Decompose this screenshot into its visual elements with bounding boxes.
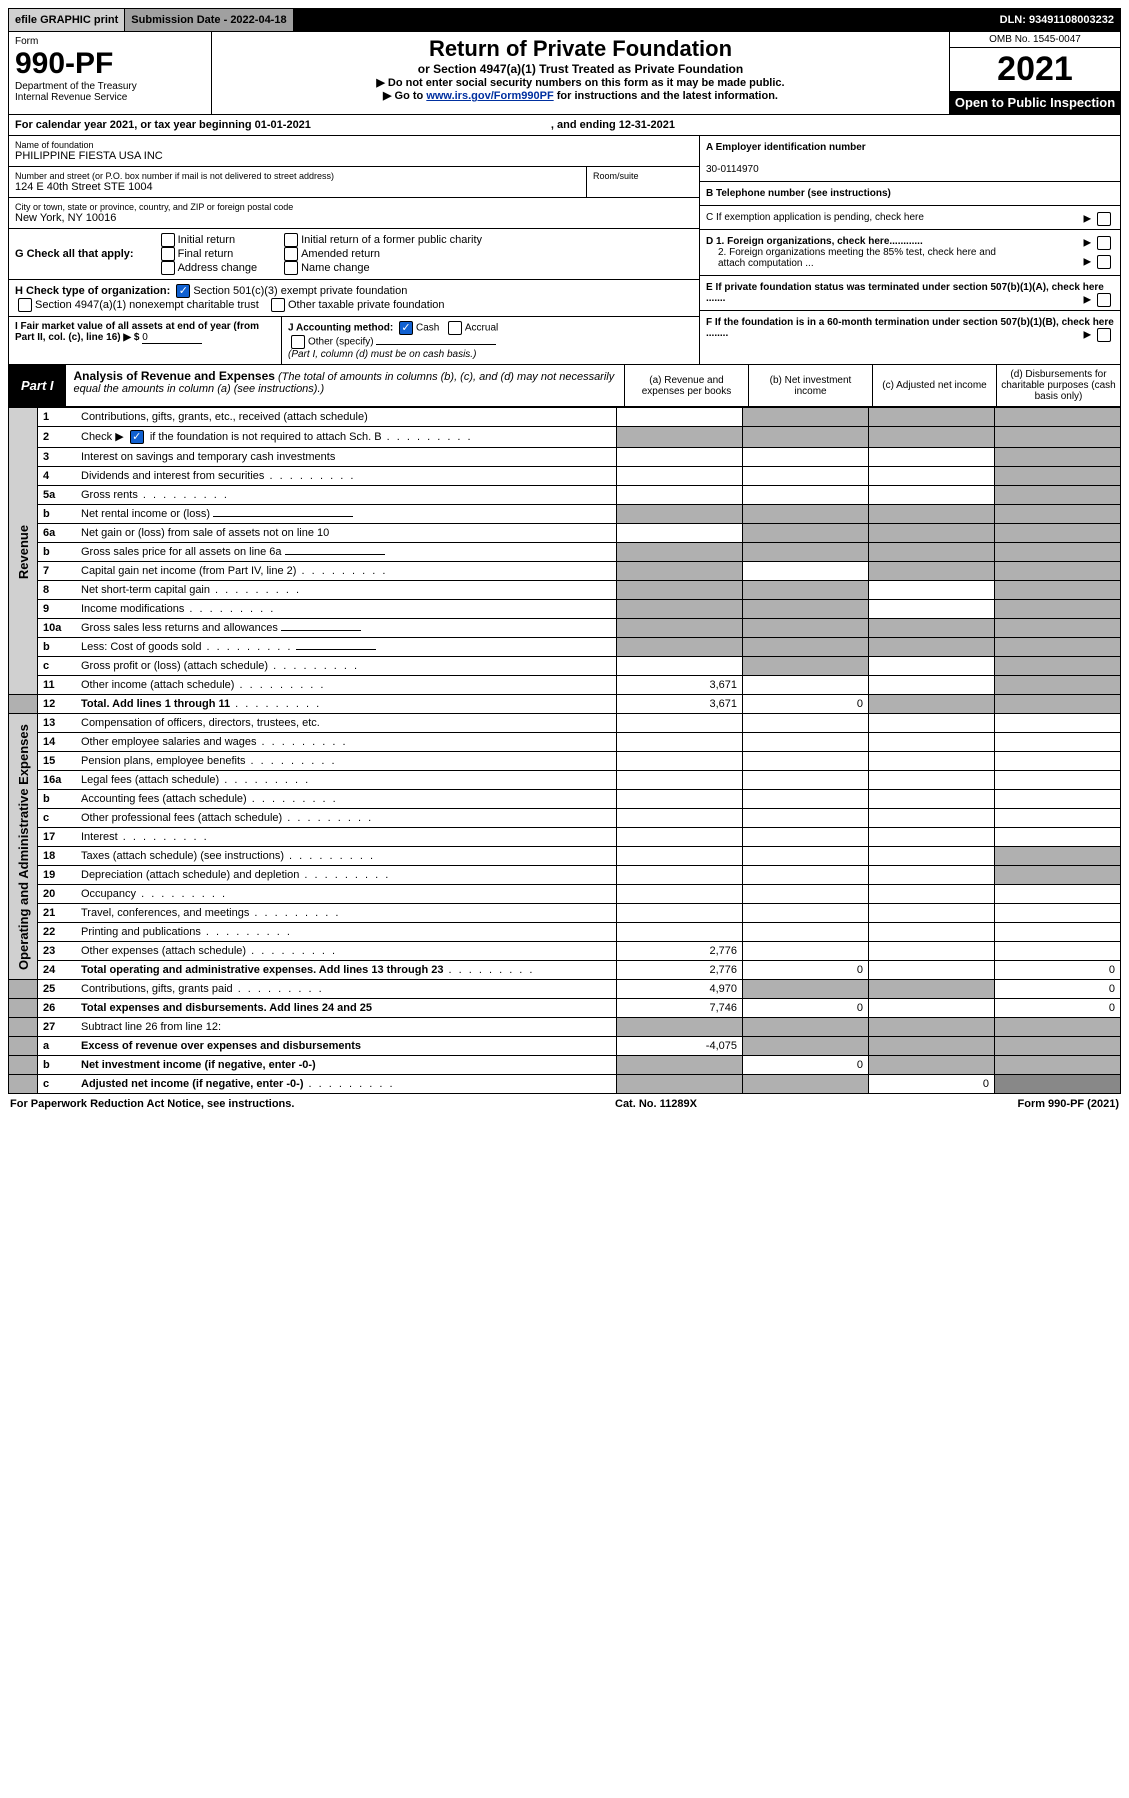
d1-label: D 1. Foreign organizations, check here..… (706, 236, 923, 247)
c-checkbox[interactable] (1097, 212, 1111, 226)
addr-label: Number and street (or P.O. box number if… (15, 171, 580, 181)
open-public: Open to Public Inspection (950, 91, 1120, 114)
d2-checkbox[interactable] (1097, 255, 1111, 269)
g-final-checkbox[interactable] (161, 247, 175, 261)
part1-table: Revenue 1Contributions, gifts, grants, e… (8, 407, 1121, 1094)
room-label: Room/suite (593, 171, 693, 181)
expenses-side-label: Operating and Administrative Expenses (9, 714, 38, 980)
section-g: G Check all that apply: Initial return F… (9, 229, 699, 280)
ein-label: A Employer identification number (706, 142, 866, 153)
footer-left: For Paperwork Reduction Act Notice, see … (10, 1098, 294, 1110)
page-footer: For Paperwork Reduction Act Notice, see … (8, 1094, 1121, 1114)
top-bar: efile GRAPHIC print Submission Date - 20… (8, 8, 1121, 32)
j-other-checkbox[interactable] (291, 335, 305, 349)
irs-label: Internal Revenue Service (15, 92, 205, 103)
address: 124 E 40th Street STE 1004 (15, 181, 580, 193)
form-title: Return of Private Foundation (220, 36, 941, 62)
footer-mid: Cat. No. 11289X (615, 1098, 697, 1110)
g-former-checkbox[interactable] (284, 233, 298, 247)
e-checkbox[interactable] (1097, 293, 1111, 307)
tax-year: 2021 (950, 48, 1120, 91)
omb-number: OMB No. 1545-0047 (950, 32, 1120, 48)
form-label: Form (15, 36, 205, 47)
calendar-year-row: For calendar year 2021, or tax year begi… (8, 115, 1121, 136)
instr-1: ▶ Do not enter social security numbers o… (220, 76, 941, 89)
h-other-checkbox[interactable] (271, 298, 285, 312)
c-label: C If exemption application is pending, c… (706, 212, 924, 223)
form-link[interactable]: www.irs.gov/Form990PF (426, 90, 553, 102)
h-501c3-checkbox[interactable]: ✓ (176, 284, 190, 298)
dln-label: DLN: 93491108003232 (994, 9, 1120, 31)
f-label: F If the foundation is in a 60-month ter… (706, 317, 1114, 339)
h-4947-checkbox[interactable] (18, 298, 32, 312)
part1-tag: Part I (9, 365, 66, 406)
g-initial-checkbox[interactable] (161, 233, 175, 247)
j-cash-checkbox[interactable]: ✓ (399, 321, 413, 335)
foundation-name: PHILIPPINE FIESTA USA INC (15, 150, 693, 162)
g-name-checkbox[interactable] (284, 261, 298, 275)
efile-label[interactable]: efile GRAPHIC print (9, 9, 125, 31)
form-subtitle: or Section 4947(a)(1) Trust Treated as P… (220, 62, 941, 76)
form-number: 990-PF (15, 47, 205, 81)
info-grid: Name of foundation PHILIPPINE FIESTA USA… (8, 136, 1121, 365)
col-c-header: (c) Adjusted net income (872, 365, 996, 406)
j-note: (Part I, column (d) must be on cash basi… (288, 349, 476, 360)
g-address-checkbox[interactable] (161, 261, 175, 275)
dept-label: Department of the Treasury (15, 81, 205, 92)
tel-label: B Telephone number (see instructions) (706, 188, 891, 199)
col-a-header: (a) Revenue and expenses per books (624, 365, 748, 406)
i-value: 0 (142, 332, 202, 344)
city-value: New York, NY 10016 (15, 212, 693, 224)
submission-date: Submission Date - 2022-04-18 (125, 9, 293, 31)
part1-header: Part I Analysis of Revenue and Expenses … (8, 365, 1121, 407)
col-b-header: (b) Net investment income (748, 365, 872, 406)
city-label: City or town, state or province, country… (15, 202, 693, 212)
name-label: Name of foundation (15, 140, 693, 150)
revenue-side-label: Revenue (9, 408, 38, 695)
f-checkbox[interactable] (1097, 328, 1111, 342)
schb-checkbox[interactable]: ✓ (130, 430, 144, 444)
footer-right: Form 990-PF (2021) (1018, 1098, 1119, 1110)
j-accrual-checkbox[interactable] (448, 321, 462, 335)
e-label: E If private foundation status was termi… (706, 282, 1104, 304)
d2-label: 2. Foreign organizations meeting the 85%… (706, 247, 998, 269)
g-amended-checkbox[interactable] (284, 247, 298, 261)
instr-2: ▶ Go to www.irs.gov/Form990PF for instru… (220, 89, 941, 102)
col-d-header: (d) Disbursements for charitable purpose… (996, 365, 1120, 406)
section-h: H Check type of organization: ✓Section 5… (9, 280, 699, 317)
form-header: Form 990-PF Department of the Treasury I… (8, 32, 1121, 115)
d1-checkbox[interactable] (1097, 236, 1111, 250)
ein-value: 30-0114970 (706, 164, 759, 175)
